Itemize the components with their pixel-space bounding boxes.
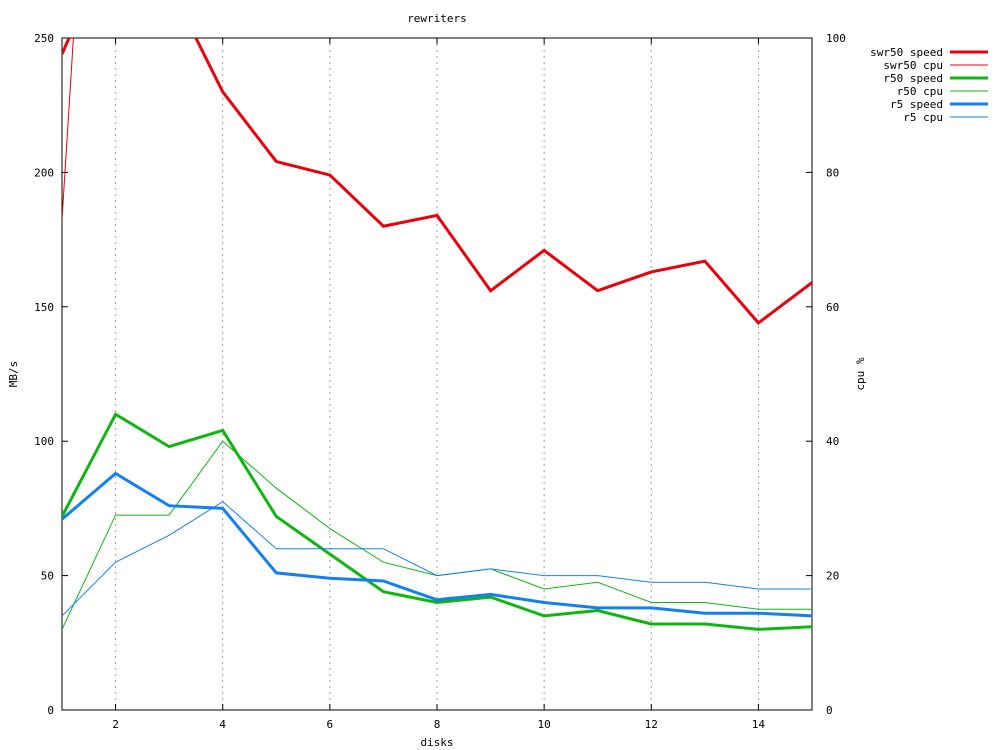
series-line-swr50-cpu bbox=[62, 38, 74, 220]
y2-tick-label: 60 bbox=[826, 301, 839, 314]
x-tick-label: 12 bbox=[645, 718, 658, 731]
series-line-r5-cpu bbox=[62, 501, 812, 617]
grid-lines bbox=[115, 38, 759, 710]
x-tick-label: 4 bbox=[219, 718, 226, 731]
y-tick-label: 50 bbox=[41, 570, 54, 583]
y2-axis-label: cpu % bbox=[854, 357, 867, 390]
series-line-swr50-speed bbox=[62, 38, 812, 325]
legend-label-swr50-cpu: swr50 cpu bbox=[883, 59, 943, 72]
chart-title: rewriters bbox=[407, 12, 467, 25]
y-tick-label: 200 bbox=[34, 166, 54, 179]
y2-tick-label: 20 bbox=[826, 570, 839, 583]
x-axis-ticks: 2 4 6 8 10 12 14 bbox=[112, 38, 765, 731]
legend-label-r5-cpu: r5 cpu bbox=[903, 111, 943, 124]
legend-label-r50-cpu: r50 cpu bbox=[897, 85, 943, 98]
y-tick-label: 0 bbox=[47, 704, 54, 717]
legend-label-swr50-speed: swr50 speed bbox=[870, 46, 943, 59]
x-tick-label: 14 bbox=[752, 718, 766, 731]
y-tick-label: 100 bbox=[34, 435, 54, 448]
y2-tick-label: 40 bbox=[826, 435, 839, 448]
legend-label-r5-speed: r5 speed bbox=[890, 98, 943, 111]
x-tick-label: 10 bbox=[538, 718, 551, 731]
series-lines bbox=[62, 38, 812, 631]
legend-label-r50-speed: r50 speed bbox=[883, 72, 943, 85]
x-axis-label: disks bbox=[420, 736, 453, 749]
y2-tick-label: 80 bbox=[826, 166, 839, 179]
series-line-r50-speed bbox=[62, 412, 812, 631]
y2-axis-ticks: 0 20 40 60 80 100 bbox=[806, 32, 846, 717]
y2-tick-label: 100 bbox=[826, 32, 846, 45]
series-line-r5-speed bbox=[62, 471, 812, 618]
x-tick-label: 2 bbox=[112, 718, 119, 731]
y2-tick-label: 0 bbox=[826, 704, 833, 717]
y-axis-label: MB/s bbox=[7, 361, 20, 388]
x-tick-label: 6 bbox=[327, 718, 334, 731]
y-axis-ticks: 0 50 100 150 200 250 bbox=[34, 32, 68, 717]
x-tick-label: 8 bbox=[434, 718, 441, 731]
y-tick-label: 250 bbox=[34, 32, 54, 45]
y-tick-label: 150 bbox=[34, 301, 54, 314]
